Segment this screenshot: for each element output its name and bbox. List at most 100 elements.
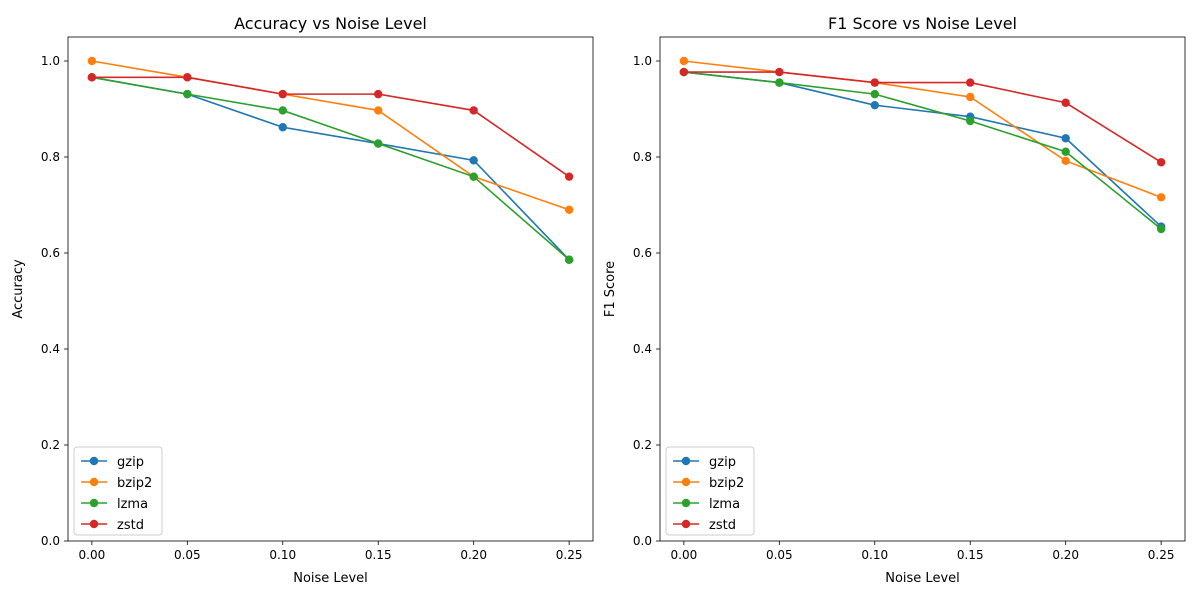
legend-marker-gzip (681, 456, 691, 466)
data-point-lzma (564, 255, 574, 264)
data-point-zstd (870, 78, 879, 87)
x-tick-label: 0.10 (861, 548, 888, 562)
series-line-zstd (91, 76, 570, 178)
legend: gzip bzip2 lzma zstd (665, 446, 755, 536)
data-point-zstd (1061, 98, 1070, 107)
series-gzip (679, 67, 1166, 231)
legend-box (665, 446, 755, 536)
series-line-bzip2 (91, 60, 570, 211)
data-point-gzip (469, 156, 478, 165)
data-point-gzip (1061, 134, 1070, 143)
legend-marker-bzip2 (681, 477, 691, 487)
legend-label-bzip2: bzip2 (709, 476, 744, 491)
data-point-zstd (469, 106, 478, 115)
legend-marker-zstd (89, 519, 99, 529)
y-tick-label: 0.0 (41, 534, 60, 548)
series-zstd (679, 67, 1166, 167)
legend-marker-lzma (681, 498, 691, 508)
y-tick-label: 0.6 (633, 246, 652, 260)
y-tick-label: 0.8 (41, 150, 60, 164)
data-point-zstd (564, 172, 574, 181)
data-point-lzma (278, 106, 287, 115)
x-tick-label: 0.00 (671, 548, 698, 562)
y-tick-label: 0.6 (41, 246, 60, 260)
series-zstd (87, 73, 574, 181)
y-tick-label: 0.2 (41, 438, 60, 452)
data-point-bzip2 (1061, 156, 1070, 166)
data-point-bzip2 (564, 205, 574, 214)
legend-label-bzip2: bzip2 (117, 476, 152, 491)
y-tick-label: 0.4 (633, 342, 652, 356)
legend-label-gzip: gzip (709, 455, 736, 470)
data-point-lzma (1061, 147, 1070, 156)
x-tick-label: 0.20 (1052, 548, 1079, 562)
data-point-zstd (183, 73, 192, 82)
legend-marker-bzip2 (89, 477, 99, 487)
data-point-bzip2 (1156, 193, 1166, 202)
data-point-lzma (183, 89, 192, 99)
plot-frame (659, 36, 1186, 542)
x-tick-label: 0.25 (1148, 548, 1175, 562)
x-axis-label: Noise Level (293, 571, 368, 586)
series-line-zstd (683, 71, 1162, 163)
legend-box (73, 446, 163, 536)
data-point-lzma (1156, 224, 1166, 234)
series-lzma (679, 67, 1166, 234)
data-point-lzma (966, 116, 975, 126)
f1-score-chart: F1 Score vs Noise Level 0.00 0.05 0.10 0.15 0… (603, 14, 1186, 586)
chart-title: F1 Score vs Noise Level (828, 14, 1017, 33)
legend-marker-zstd (681, 519, 691, 529)
data-point-zstd (1156, 158, 1166, 167)
legend-label-zstd: zstd (117, 518, 144, 533)
y-axis-label: F1 Score (603, 261, 618, 317)
y-tick-label: 0.0 (633, 534, 652, 548)
series-line-gzip (683, 71, 1162, 228)
data-point-zstd (278, 89, 287, 99)
series-line-gzip (91, 76, 570, 261)
data-point-bzip2 (679, 56, 689, 66)
x-tick-label: 0.10 (269, 548, 296, 562)
y-tick-label: 0.4 (41, 342, 60, 356)
data-point-gzip (278, 123, 287, 132)
data-point-bzip2 (374, 106, 383, 115)
x-tick-label: 0.25 (556, 548, 583, 562)
x-tick-label: 0.20 (460, 548, 487, 562)
x-tick-label: 0.05 (174, 548, 201, 562)
data-point-bzip2 (966, 92, 975, 102)
data-point-lzma (775, 78, 784, 87)
legend-marker-gzip (89, 456, 99, 466)
legend-label-lzma: lzma (709, 497, 740, 512)
data-point-bzip2 (87, 56, 97, 66)
data-point-lzma (870, 89, 879, 99)
series-bzip2 (679, 56, 1166, 202)
data-point-lzma (374, 139, 383, 148)
series-line-lzma (683, 71, 1162, 230)
accuracy-chart: Accuracy vs Noise Level 0.00 0.05 0.10 0.15 0… (11, 14, 594, 586)
chart-title: Accuracy vs Noise Level (234, 14, 427, 33)
data-point-zstd (966, 78, 975, 87)
legend-label-gzip: gzip (117, 455, 144, 470)
legend-marker-lzma (89, 498, 99, 508)
data-point-zstd (775, 67, 784, 77)
y-axis-label: Accuracy (11, 259, 26, 319)
data-point-zstd (679, 67, 689, 77)
data-point-zstd (374, 89, 383, 99)
y-tick-label: 0.2 (633, 438, 652, 452)
plot-frame (67, 36, 594, 542)
legend-label-lzma: lzma (117, 497, 148, 512)
legend-label-zstd: zstd (709, 518, 736, 533)
x-axis-label: Noise Level (885, 571, 960, 586)
y-tick-label: 0.8 (633, 150, 652, 164)
x-tick-label: 0.00 (79, 548, 106, 562)
data-point-gzip (870, 100, 879, 110)
data-point-lzma (469, 172, 478, 181)
x-tick-label: 0.15 (957, 548, 984, 562)
x-tick-label: 0.05 (766, 548, 793, 562)
series-line-bzip2 (683, 60, 1162, 199)
y-tick-label: 1.0 (41, 54, 60, 68)
x-tick-label: 0.15 (365, 548, 392, 562)
y-tick-label: 1.0 (633, 54, 652, 68)
data-point-zstd (87, 73, 97, 82)
series-line-lzma (91, 76, 570, 261)
